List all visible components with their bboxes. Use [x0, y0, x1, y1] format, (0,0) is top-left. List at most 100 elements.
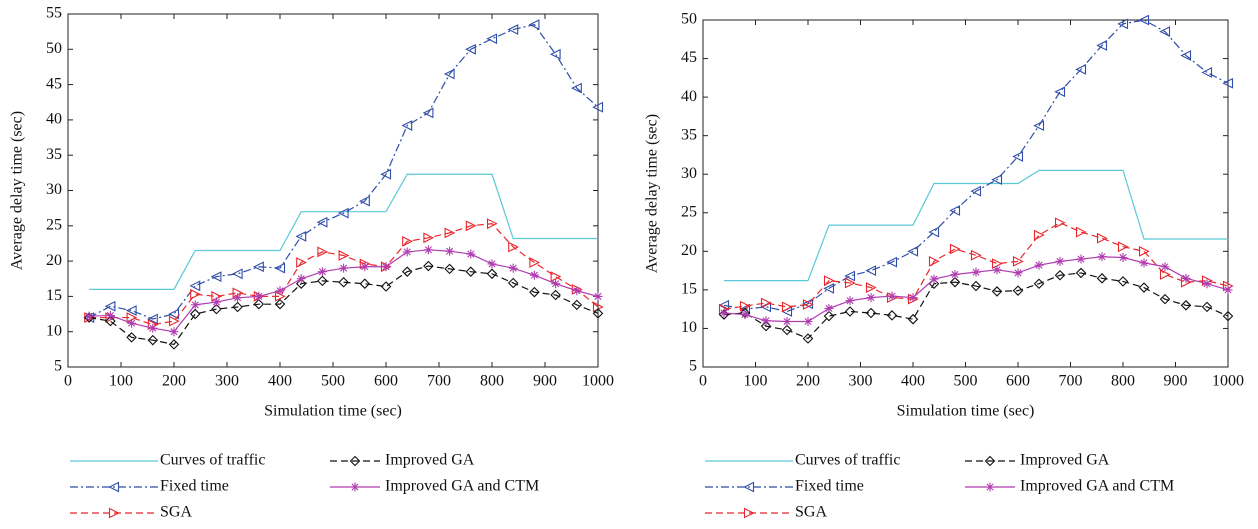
marker — [444, 263, 455, 275]
marker — [886, 310, 898, 321]
y-tick-label: 40 — [681, 88, 697, 105]
marker — [1096, 232, 1108, 244]
marker — [782, 317, 792, 327]
x-tick-label: 500 — [321, 373, 345, 390]
marker — [423, 245, 433, 255]
y-tick-label: 10 — [46, 322, 62, 339]
marker — [1159, 269, 1171, 280]
marker — [274, 298, 286, 310]
marker — [970, 185, 982, 197]
marker — [528, 19, 540, 30]
marker — [147, 334, 159, 346]
y-tick-label: 25 — [46, 216, 62, 233]
marker — [296, 274, 306, 284]
series-line — [89, 223, 599, 326]
marker — [970, 280, 982, 292]
marker — [465, 220, 477, 232]
marker — [465, 266, 477, 277]
marker — [971, 267, 981, 277]
marker — [360, 262, 370, 272]
x-tick-label: 0 — [699, 373, 707, 390]
marker — [274, 262, 286, 274]
marker — [1138, 282, 1150, 293]
marker — [823, 282, 835, 294]
marker — [1033, 278, 1045, 289]
marker — [1201, 301, 1213, 313]
marker — [1201, 67, 1213, 78]
marker — [529, 270, 539, 280]
x-tick-label: 1000 — [582, 373, 614, 390]
y-tick-label: 20 — [46, 252, 62, 269]
marker — [929, 274, 939, 284]
series-line — [89, 249, 599, 333]
marker — [349, 455, 361, 467]
marker — [350, 482, 360, 492]
y-tick-label: 50 — [681, 11, 697, 28]
marker — [865, 265, 877, 277]
marker — [1180, 50, 1192, 61]
marker — [508, 241, 519, 253]
marker — [380, 281, 392, 292]
marker — [781, 306, 793, 317]
marker — [1096, 40, 1108, 51]
x-tick-label: 200 — [162, 373, 186, 390]
legend-label: SGA — [160, 504, 192, 521]
marker — [985, 482, 995, 492]
x-tick-label: 200 — [796, 373, 820, 390]
marker — [1075, 226, 1087, 238]
x-tick-label: 300 — [215, 373, 239, 390]
marker — [444, 227, 456, 239]
marker — [104, 300, 116, 312]
marker — [486, 33, 498, 45]
marker — [592, 308, 604, 319]
marker — [781, 301, 793, 313]
marker — [743, 507, 755, 519]
y-tick-label: 10 — [681, 319, 697, 336]
marker — [908, 293, 918, 303]
marker — [1180, 300, 1192, 311]
marker — [1033, 120, 1045, 132]
marker — [1034, 260, 1044, 270]
marker — [970, 249, 982, 261]
marker — [1054, 269, 1066, 281]
x-tick-label: 300 — [849, 373, 873, 390]
marker — [1075, 267, 1087, 279]
marker — [296, 257, 307, 268]
legend-label: SGA — [795, 504, 827, 521]
marker — [168, 315, 180, 327]
marker — [1012, 285, 1024, 296]
x-tick-label: 800 — [480, 373, 504, 390]
marker — [984, 455, 996, 467]
marker — [950, 269, 960, 279]
marker — [1055, 256, 1065, 266]
x-tick-label: 1000 — [1212, 373, 1244, 390]
marker — [550, 289, 561, 301]
marker — [1097, 252, 1107, 262]
marker — [991, 286, 1003, 297]
marker — [190, 300, 200, 310]
marker — [928, 226, 940, 238]
marker — [337, 207, 349, 219]
marker — [108, 481, 120, 493]
marker — [529, 257, 541, 268]
marker — [992, 265, 1002, 275]
marker — [1222, 77, 1234, 89]
marker — [210, 271, 222, 283]
marker — [928, 255, 940, 267]
marker — [760, 320, 772, 332]
y-tick-label: 35 — [46, 146, 62, 163]
legend-label: Improved GA — [1020, 452, 1110, 469]
marker — [466, 249, 476, 259]
marker — [886, 256, 898, 268]
legend-label: Fixed time — [795, 478, 864, 495]
y-tick-label: 45 — [681, 49, 697, 66]
marker — [1138, 245, 1150, 257]
marker — [1013, 268, 1023, 278]
marker — [1138, 14, 1150, 26]
marker — [507, 24, 519, 35]
marker — [125, 305, 137, 316]
marker — [551, 279, 561, 289]
marker — [823, 275, 835, 287]
marker — [719, 308, 729, 318]
